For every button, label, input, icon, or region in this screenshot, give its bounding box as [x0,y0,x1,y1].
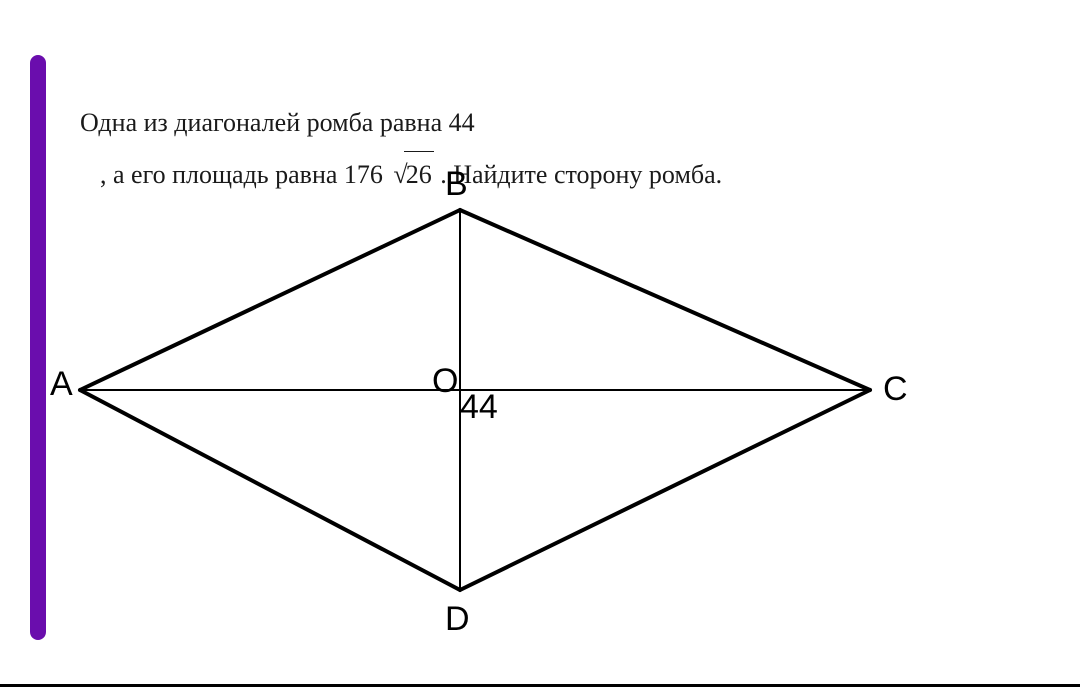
side-cd [460,390,870,590]
vertex-label-a: A [50,365,73,404]
diagonal-length-label: 44 [460,388,498,427]
vertex-label-c: C [883,370,908,409]
center-label-o: O [432,362,458,401]
vertex-label-d: D [445,600,470,639]
page: Одна из диагоналей ромба равна 44 , а ег… [0,0,1080,687]
problem-line-1: Одна из диагоналей ромба равна 44 [80,108,475,137]
side-bc [460,210,870,390]
vertex-label-b: B [445,165,468,204]
side-ab [80,210,460,390]
rhombus-diagram: A B C D O 44 [40,170,920,670]
side-da [80,390,460,590]
